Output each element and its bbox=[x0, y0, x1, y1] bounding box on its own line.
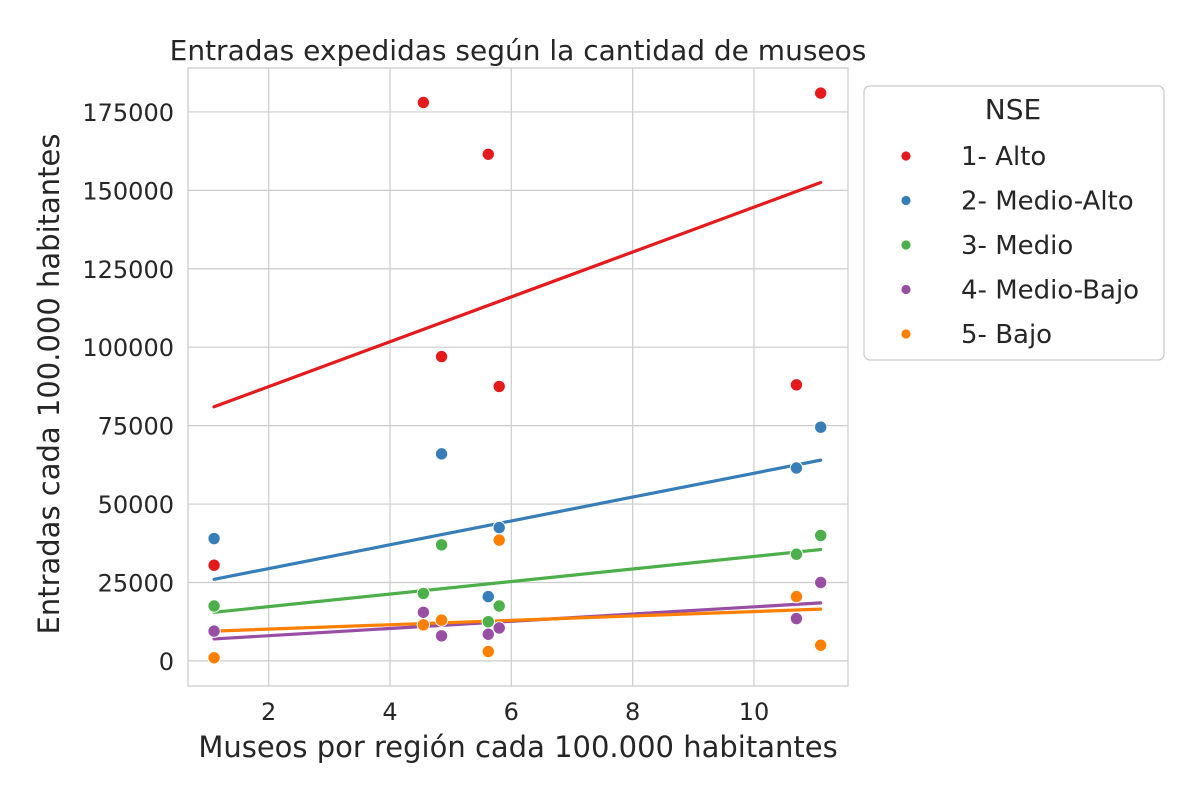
data-point-series-1 bbox=[814, 86, 828, 100]
y-tick-label: 75000 bbox=[98, 413, 174, 441]
data-point-series-2 bbox=[207, 531, 221, 546]
data-point-series-4 bbox=[814, 575, 828, 590]
grid bbox=[188, 68, 848, 686]
legend: NSE 1- Alto 2- Medio-Alto 3- Medio 4- Medio… bbox=[863, 85, 1165, 361]
data-point-series-3 bbox=[789, 547, 804, 561]
data-point-series-3 bbox=[814, 528, 828, 543]
data-point-series-2 bbox=[789, 461, 804, 475]
data-point-series-3 bbox=[434, 538, 449, 552]
legend-label-4: 4- Medio-Bajo bbox=[961, 276, 1139, 306]
data-point-series-5 bbox=[207, 651, 221, 665]
data-point-series-2 bbox=[434, 447, 449, 461]
y-tick-label: 50000 bbox=[98, 491, 174, 519]
data-point-series-1 bbox=[481, 147, 495, 161]
data-point-series-4 bbox=[789, 611, 804, 626]
legend-label-1: 1- Alto bbox=[961, 142, 1046, 172]
y-axis-ticks: 0 25000 50000 75000 100000 125000 150000 175000 bbox=[82, 99, 174, 676]
y-axis-label: Entradas cada 100.000 habitantes bbox=[32, 134, 66, 635]
data-point-series-3 bbox=[416, 586, 431, 601]
data-point-series-5 bbox=[434, 613, 449, 627]
data-point-series-4 bbox=[416, 605, 431, 619]
data-point-series-1 bbox=[207, 558, 221, 572]
legend-label-2: 2- Medio-Alto bbox=[961, 187, 1134, 217]
data-point-series-1 bbox=[434, 349, 449, 364]
x-tick-label: 2 bbox=[261, 698, 276, 726]
data-points bbox=[207, 86, 828, 665]
data-point-series-1 bbox=[492, 379, 506, 394]
y-tick-label: 125000 bbox=[82, 256, 174, 284]
x-tick-label: 10 bbox=[739, 698, 770, 726]
legend-marker-5 bbox=[900, 328, 912, 340]
data-point-series-4 bbox=[434, 629, 449, 643]
legend-label-5: 5- Bajo bbox=[961, 320, 1052, 350]
data-point-series-2 bbox=[481, 589, 495, 604]
legend-label-3: 3- Medio bbox=[961, 231, 1073, 261]
data-point-series-5 bbox=[492, 533, 506, 547]
x-tick-label: 6 bbox=[504, 698, 519, 726]
y-tick-label: 0 bbox=[159, 648, 174, 676]
legend-items: 1- Alto 2- Medio-Alto 3- Medio 4- Medio-Baj… bbox=[900, 142, 1139, 350]
y-tick-label: 175000 bbox=[82, 99, 174, 127]
trend-line-3 bbox=[212, 547, 823, 614]
trend-line-2 bbox=[212, 458, 823, 581]
data-point-series-2 bbox=[814, 420, 828, 434]
data-point-series-3 bbox=[492, 599, 506, 613]
legend-marker-4 bbox=[900, 284, 912, 295]
data-point-series-1 bbox=[789, 378, 804, 392]
legend-marker-1 bbox=[900, 150, 912, 162]
trend-line-5 bbox=[212, 607, 823, 633]
legend-title: NSE bbox=[985, 93, 1041, 126]
data-point-series-4 bbox=[492, 621, 506, 635]
data-point-series-1 bbox=[416, 95, 431, 110]
trend-lines bbox=[212, 180, 823, 641]
y-tick-label: 150000 bbox=[82, 177, 174, 205]
y-tick-label: 100000 bbox=[82, 334, 174, 362]
legend-box bbox=[863, 85, 1165, 361]
y-tick-label: 25000 bbox=[98, 569, 174, 597]
data-point-series-2 bbox=[492, 520, 506, 535]
x-tick-label: 4 bbox=[382, 698, 397, 726]
data-point-series-4 bbox=[207, 624, 221, 638]
x-axis-ticks: 2 4 6 8 10 bbox=[261, 698, 769, 726]
chart-title: Entradas expedidas según la cantidad de … bbox=[170, 34, 867, 67]
data-point-series-5 bbox=[416, 618, 431, 632]
trend-line-1 bbox=[212, 180, 823, 409]
data-point-series-5 bbox=[481, 644, 495, 659]
data-point-series-4 bbox=[481, 627, 495, 641]
legend-marker-2 bbox=[900, 195, 912, 206]
data-point-series-5 bbox=[789, 589, 804, 604]
legend-marker-3 bbox=[900, 239, 912, 251]
data-point-series-3 bbox=[481, 614, 495, 629]
data-point-series-3 bbox=[207, 599, 221, 613]
data-point-series-5 bbox=[814, 638, 828, 652]
x-tick-label: 8 bbox=[625, 698, 640, 726]
x-axis-label: Museos por región cada 100.000 habitante… bbox=[198, 730, 837, 764]
plot-area-frame bbox=[187, 67, 849, 687]
